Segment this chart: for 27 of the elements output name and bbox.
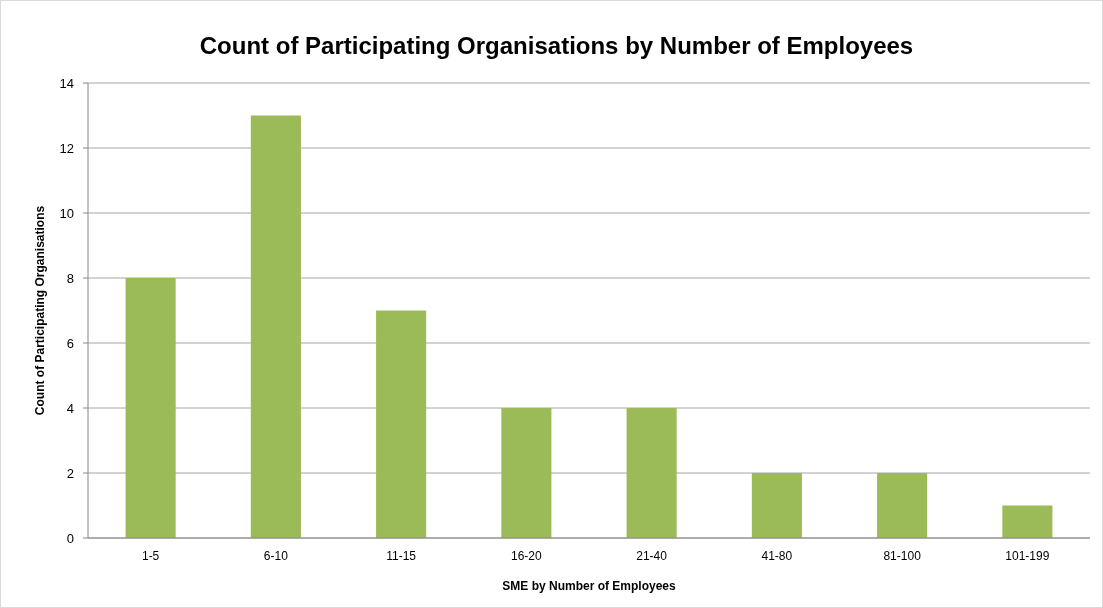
y-tick-label: 8 [66, 270, 74, 286]
y-tick-label: 10 [59, 205, 74, 221]
bar [1002, 505, 1053, 538]
x-tick-label: 81-100 [883, 549, 922, 563]
bar [376, 310, 427, 538]
bar [501, 408, 552, 538]
y-tick-label: 12 [59, 140, 74, 156]
x-tick-label: 101-199 [1005, 549, 1050, 563]
y-tick-label: 14 [59, 75, 74, 91]
bar [626, 408, 677, 538]
bar [877, 473, 928, 538]
x-axis-title: SME by Number of Employees [502, 579, 677, 593]
bar [250, 115, 301, 538]
bar [125, 278, 176, 538]
x-tick-label: 1-5 [141, 549, 160, 563]
x-tick-label: 6-10 [263, 549, 289, 563]
y-tick-label: 0 [66, 530, 74, 546]
x-tick-label: 11-15 [386, 549, 417, 563]
y-tick-label: 6 [66, 335, 74, 351]
chart-title: Count of Participating Organisations by Number of Employees [199, 32, 914, 59]
y-axis-title: Count of Participating Organisations [33, 205, 47, 416]
bar [751, 473, 802, 538]
x-tick-label: 41-80 [761, 549, 793, 563]
y-tick-label: 4 [66, 400, 74, 416]
y-tick-label: 2 [66, 465, 74, 481]
x-tick-label: 21-40 [636, 549, 668, 563]
x-tick-label: 16-20 [511, 549, 543, 563]
